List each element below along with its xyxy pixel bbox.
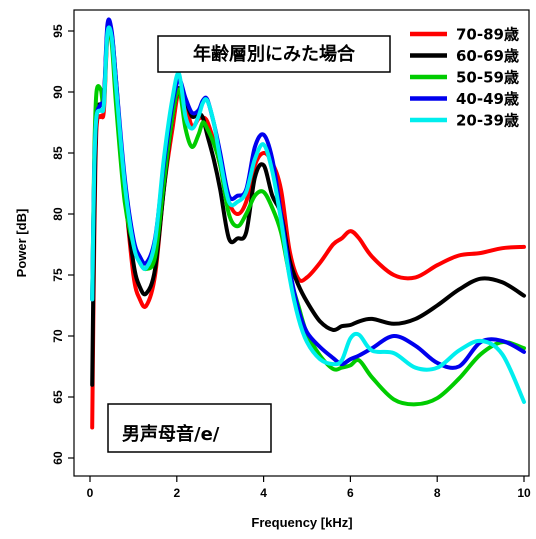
x-tick-label: 2 [173,486,180,500]
series-lines [90,17,526,430]
x-axis: 0 2 4 6 8 10 [87,476,531,500]
x-tick-label: 0 [87,486,94,500]
vowel-caption-box: 男声母音/e/ [107,403,272,453]
legend-label-3: 40-49歳 [456,90,519,108]
series-line-4 [90,25,526,404]
x-tick-label: 4 [260,486,267,500]
y-tick-label: 85 [51,146,65,160]
x-axis-title: Frequency [kHz] [251,515,352,530]
y-tick-label: 95 [51,24,65,38]
x-tick-label: 6 [347,486,354,500]
y-tick-label: 75 [51,268,65,282]
vowel-text: 男声母音/e/ [122,423,220,445]
age-group-caption-box: 年齢層別にみた場合 [157,35,391,73]
legend: 70-89歳 60-69歳 50-59歳 40-49歳 20-39歳 [410,26,519,130]
y-tick-label: 80 [51,207,65,221]
x-tick-label: 10 [517,486,531,500]
y-tick-label: 90 [51,85,65,99]
plot-frame [73,9,530,477]
y-axis-title: Power [dB] [14,209,29,278]
legend-label-2: 50-59歳 [456,69,519,87]
y-tick-label: 70 [51,329,65,343]
legend-label-0: 70-89歳 [456,26,519,44]
caption-frame [157,35,391,73]
x-tick-label: 8 [434,486,441,500]
y-tick-label: 65 [51,390,65,404]
legend-label-1: 60-69歳 [456,47,519,65]
legend-label-4: 20-39歳 [456,112,519,130]
caption-text: 年齢層別にみた場合 [193,43,356,65]
y-axis: 60 65 70 75 80 85 90 95 [51,24,74,465]
y-tick-label: 60 [51,451,65,465]
vowel-frame [107,403,272,453]
